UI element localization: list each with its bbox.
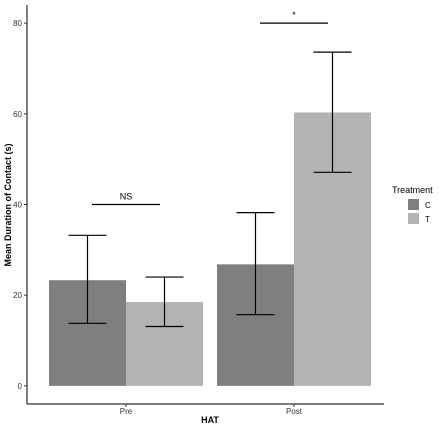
legend: Treatment CT [392, 185, 433, 224]
significance-label: * [292, 10, 296, 20]
legend-label: T [425, 215, 430, 224]
legend-swatch [408, 213, 419, 224]
x-axis-title: HAT [201, 415, 219, 425]
bars-layer [49, 112, 371, 386]
error-bar-post-c [236, 212, 275, 316]
y-tick-label: 40 [13, 201, 22, 210]
y-tick-label: 80 [13, 19, 22, 28]
legend-swatch [408, 199, 419, 210]
y-axis-title: Mean Duration of Contact (s) [3, 143, 13, 266]
x-ticks: Pre Post [120, 404, 303, 416]
legend-item-t: T [408, 213, 430, 224]
error-bar-pre-c [68, 234, 107, 324]
annotations-layer: NS * [92, 10, 328, 206]
y-tick-label: 60 [13, 110, 22, 119]
legend-title: Treatment [392, 185, 433, 195]
y-ticks: 0 20 40 60 80 [13, 19, 27, 391]
error-bars-layer [68, 51, 352, 328]
legend-item-c: C [408, 199, 431, 210]
x-tick-label: Post [286, 407, 303, 416]
significance-marker-post: * [260, 10, 328, 24]
error-bar-pre-t [145, 276, 184, 328]
y-tick-label: 0 [18, 382, 23, 391]
error-bar-post-t [313, 51, 352, 173]
significance-label: NS [120, 192, 133, 202]
significance-marker-pre: NS [92, 192, 160, 206]
y-tick-label: 20 [13, 291, 22, 300]
legend-label: C [425, 201, 431, 210]
x-tick-label: Pre [120, 407, 133, 416]
